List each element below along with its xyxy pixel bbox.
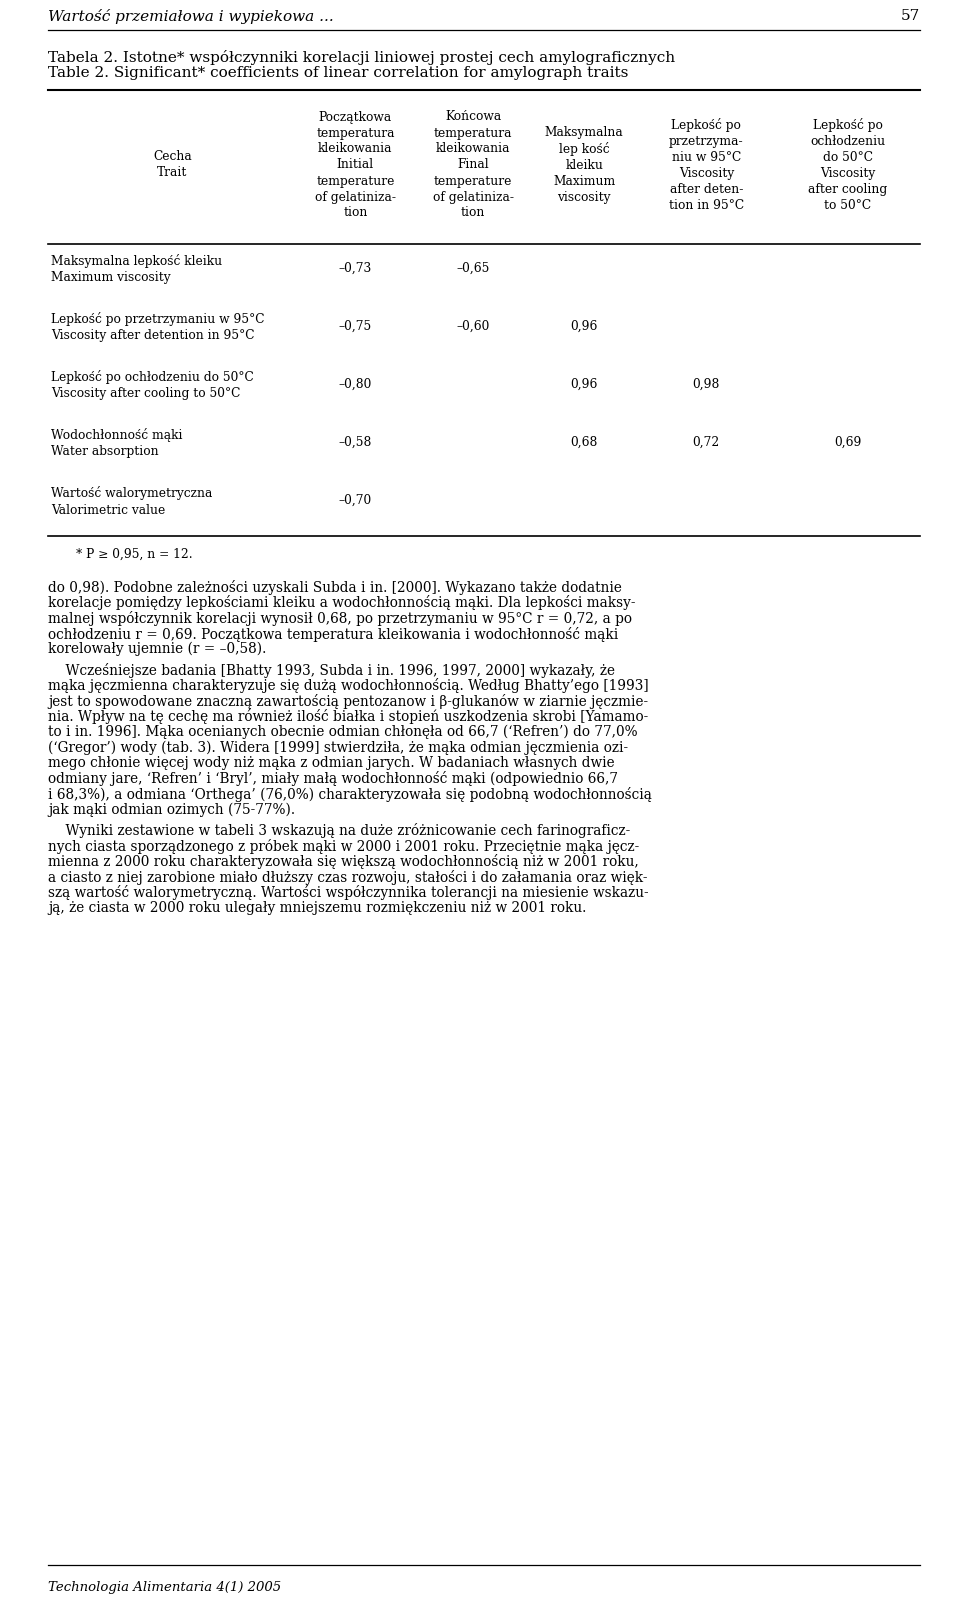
Text: 0,68: 0,68 — [570, 436, 598, 449]
Text: –0,60: –0,60 — [456, 320, 490, 332]
Text: –0,70: –0,70 — [339, 494, 372, 507]
Text: 0,72: 0,72 — [693, 436, 720, 449]
Text: Technologia Alimentaria 4(1) 2005: Technologia Alimentaria 4(1) 2005 — [48, 1582, 281, 1595]
Text: ją, że ciasta w 2000 roku ulegały mniejszemu rozmiękczeniu niż w 2001 roku.: ją, że ciasta w 2000 roku ulegały mniejs… — [48, 901, 587, 915]
Text: 0,96: 0,96 — [570, 378, 598, 391]
Text: (‘Gregor’) wody (tab. 3). Widera [1999] stwierdziła, że mąka odmian jęczmienia o: (‘Gregor’) wody (tab. 3). Widera [1999] … — [48, 741, 628, 755]
Text: Lepkość po ochłodzeniu do 50°C
Viscosity after cooling to 50°C: Lepkość po ochłodzeniu do 50°C Viscosity… — [51, 370, 253, 400]
Text: –0,73: –0,73 — [339, 261, 372, 274]
Text: korelacje pomiędzy lepkościami kleiku a wodochłonnością mąki. Dla lepkości maksy: korelacje pomiędzy lepkościami kleiku a … — [48, 596, 636, 610]
Text: Lepkość po
przetrzyma-
niu w 95°C
Viscosity
after deten-
tion in 95°C: Lepkość po przetrzyma- niu w 95°C Viscos… — [669, 118, 744, 211]
Text: szą wartość walorymetryczną. Wartości współczynnika tolerancji na miesienie wska: szą wartość walorymetryczną. Wartości ws… — [48, 886, 649, 901]
Text: 0,69: 0,69 — [834, 436, 862, 449]
Text: –0,80: –0,80 — [339, 378, 372, 391]
Text: a ciasto z niej zarobione miało dłuższy czas rozwoju, stałości i do załamania or: a ciasto z niej zarobione miało dłuższy … — [48, 870, 647, 884]
Text: Maksymalna lepkość kleiku
Maximum viscosity: Maksymalna lepkość kleiku Maximum viscos… — [51, 253, 222, 284]
Text: korelowały ujemnie (r = –0,58).: korelowały ujemnie (r = –0,58). — [48, 642, 266, 657]
Text: malnej współczynnik korelacji wynosił 0,68, po przetrzymaniu w 95°C r = 0,72, a : malnej współczynnik korelacji wynosił 0,… — [48, 612, 632, 626]
Text: 57: 57 — [900, 10, 920, 23]
Text: Końcowa
temperatura
kleikowania
Final
temperature
of gelatiniza-
tion: Końcowa temperatura kleikowania Final te… — [433, 110, 514, 220]
Text: odmiany jare, ‘Refren’ i ‘Bryl’, miały małą wodochłonność mąki (odpowiednio 66,7: odmiany jare, ‘Refren’ i ‘Bryl’, miały m… — [48, 771, 618, 786]
Text: Cecha
Trait: Cecha Trait — [153, 150, 192, 179]
Text: Wyniki zestawione w tabeli 3 wskazują na duże zróżnicowanie cech farinograficz-: Wyniki zestawione w tabeli 3 wskazują na… — [48, 823, 631, 838]
Text: 0,96: 0,96 — [570, 320, 598, 332]
Text: ochłodzeniu r = 0,69. Początkowa temperatura kleikowania i wodochłonność mąki: ochłodzeniu r = 0,69. Początkowa tempera… — [48, 626, 618, 641]
Text: Lepkość po przetrzymaniu w 95°C
Viscosity after detention in 95°C: Lepkość po przetrzymaniu w 95°C Viscosit… — [51, 312, 265, 342]
Text: jak mąki odmian ozimych (75-77%).: jak mąki odmian ozimych (75-77%). — [48, 802, 295, 817]
Text: mienna z 2000 roku charakteryzowała się większą wodochłonnością niż w 2001 roku,: mienna z 2000 roku charakteryzowała się … — [48, 854, 638, 870]
Text: Table 2. Significant* coefficients of linear correlation for amylograph traits: Table 2. Significant* coefficients of li… — [48, 66, 629, 81]
Text: nych ciasta sporządzonego z próbek mąki w 2000 i 2001 roku. Przeciętnie mąka jęc: nych ciasta sporządzonego z próbek mąki … — [48, 839, 639, 854]
Text: Wcześniejsze badania [Bhatty 1993, Subda i in. 1996, 1997, 2000] wykazały, że: Wcześniejsze badania [Bhatty 1993, Subda… — [48, 663, 615, 678]
Text: Wartość przemiałowa i wypiekowa ...: Wartość przemiałowa i wypiekowa ... — [48, 8, 334, 24]
Text: Wodochłonność mąki
Water absorption: Wodochłonność mąki Water absorption — [51, 428, 182, 458]
Text: mego chłonie więcej wody niż mąka z odmian jarych. W badaniach własnych dwie: mego chłonie więcej wody niż mąka z odmi… — [48, 755, 614, 770]
Text: jest to spowodowane znaczną zawartością pentozanow i β-glukanów w ziarnie jęczmi: jest to spowodowane znaczną zawartością … — [48, 694, 648, 709]
Text: to i in. 1996]. Mąka ocenianych obecnie odmian chłonęła od 66,7 (‘Refren’) do 77: to i in. 1996]. Mąka ocenianych obecnie … — [48, 725, 637, 739]
Text: –0,75: –0,75 — [339, 320, 372, 332]
Text: * P ≥ 0,95, n = 12.: * P ≥ 0,95, n = 12. — [76, 549, 193, 562]
Text: mąka jęczmienna charakteryzuje się dużą wodochłonnością. Według Bhatty’ego [1993: mąka jęczmienna charakteryzuje się dużą … — [48, 678, 649, 694]
Text: do 0,98). Podobne zależności uzyskali Subda i in. [2000]. Wykazano także dodatni: do 0,98). Podobne zależności uzyskali Su… — [48, 579, 622, 596]
Text: –0,58: –0,58 — [339, 436, 372, 449]
Text: Lepkość po
ochłodzeniu
do 50°C
Viscosity
after cooling
to 50°C: Lepkość po ochłodzeniu do 50°C Viscosity… — [808, 118, 888, 211]
Text: –0,65: –0,65 — [456, 261, 490, 274]
Text: Maksymalna
lep kość
kleiku
Maximum
viscosity: Maksymalna lep kość kleiku Maximum visco… — [545, 126, 624, 203]
Text: Tabela 2. Istotne* współczynniki korelacji liniowej prostej cech amylograficznyc: Tabela 2. Istotne* współczynniki korelac… — [48, 50, 675, 65]
Text: nia. Wpływ na tę cechę ma również ilość białka i stopień uszkodzenia skrobi [Yam: nia. Wpływ na tę cechę ma również ilość … — [48, 710, 648, 725]
Text: 0,98: 0,98 — [693, 378, 720, 391]
Text: Początkowa
temperatura
kleikowania
Initial
temperature
of gelatiniza-
tion: Początkowa temperatura kleikowania Initi… — [315, 110, 396, 220]
Text: Wartość walorymetryczna
Valorimetric value: Wartość walorymetryczna Valorimetric val… — [51, 486, 212, 516]
Text: i 68,3%), a odmiana ‘Orthega’ (76,0%) charakteryzowała się podobną wodochłonnośc: i 68,3%), a odmiana ‘Orthega’ (76,0%) ch… — [48, 788, 652, 802]
